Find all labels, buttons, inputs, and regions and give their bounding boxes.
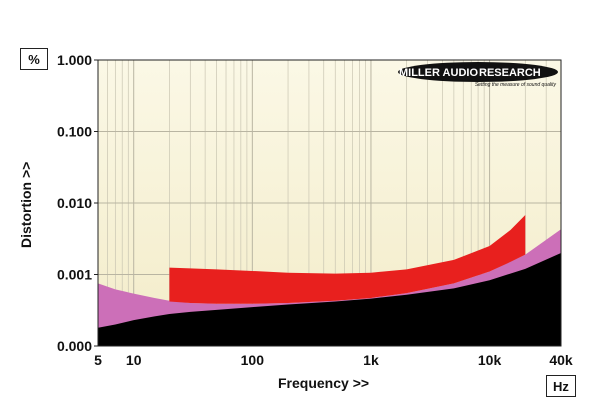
x-unit-label: Hz <box>553 378 569 394</box>
x-tick-label: 10 <box>126 352 142 368</box>
y-tick-labels: 0.000 0.001 0.010 0.100 1.000 <box>57 52 98 354</box>
x-tick-label: 100 <box>241 352 265 368</box>
logo: MILLER AUDIO RESEARCH Setting the measur… <box>398 62 558 88</box>
logo-tagline: Setting the measure of sound quality <box>475 82 557 88</box>
series-red-band <box>169 214 526 304</box>
series-layer <box>98 214 561 346</box>
y-unit-label: % <box>28 51 40 67</box>
x-unit-box: Hz <box>546 375 576 397</box>
x-tick-label: 10k <box>478 352 502 368</box>
x-tick-label: 5 <box>94 352 102 368</box>
y-axis-label: Distortion >> <box>18 161 34 248</box>
series-black-area <box>98 252 561 346</box>
x-axis-label: Frequency >> <box>278 375 370 391</box>
y-tick-label: 0.100 <box>57 124 92 140</box>
x-tick-label: 1k <box>363 352 379 368</box>
y-tick-label: 1.000 <box>57 52 92 68</box>
x-tick-label: 40k <box>549 352 573 368</box>
y-unit-box: % <box>20 48 48 70</box>
y-tick-label: 0.000 <box>57 338 92 354</box>
logo-brand-right: RESEARCH <box>479 67 541 79</box>
y-tick-label: 0.001 <box>57 267 92 283</box>
logo-ellipse <box>398 62 558 82</box>
logo-brand-left: MILLER AUDIO <box>399 67 478 79</box>
x-tick-labels: 5 10 100 1k 10k 40k <box>94 352 573 368</box>
y-tick-label: 0.010 <box>57 195 92 211</box>
